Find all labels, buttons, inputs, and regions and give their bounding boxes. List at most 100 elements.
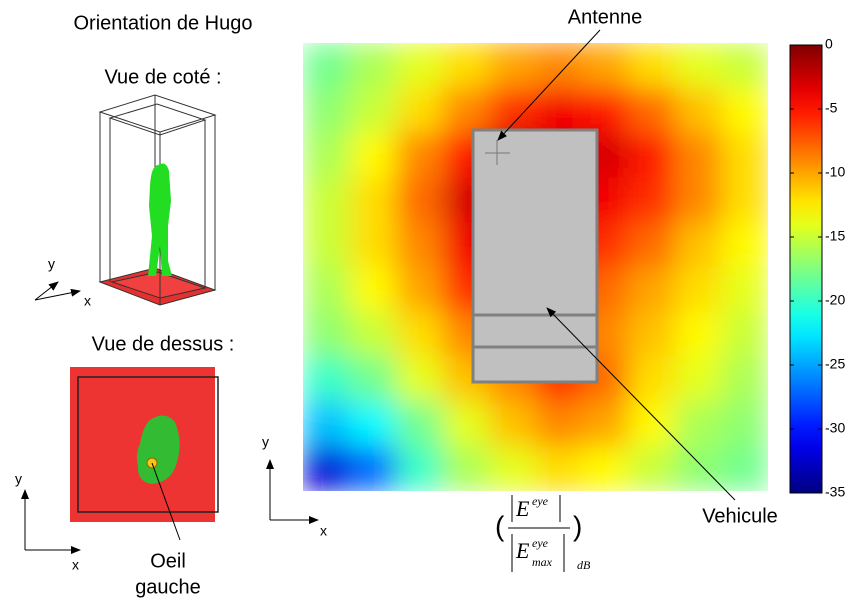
heatmap-cell xyxy=(442,401,490,447)
antenna-label: Antenne xyxy=(568,6,643,28)
heatmap-cell xyxy=(303,43,350,89)
heatmap-cell xyxy=(675,446,722,491)
heatmap-cell xyxy=(628,177,676,223)
arrow xyxy=(497,29,601,141)
heatmap-cell xyxy=(628,446,676,491)
heatmap-cell xyxy=(675,43,722,89)
heatmap-cell xyxy=(396,43,443,89)
heatmap-cell xyxy=(721,356,768,402)
heatmap-cell xyxy=(303,401,350,447)
axis-label: x xyxy=(72,557,79,573)
formula-symbol: E xyxy=(515,496,530,521)
side-view xyxy=(98,94,217,306)
heatmap-cell xyxy=(396,311,443,358)
formula-subscript: max xyxy=(532,555,553,569)
arrow xyxy=(546,307,736,501)
heatmap-cell xyxy=(675,132,722,178)
heatmap-cell xyxy=(721,267,768,313)
heatmap-cell xyxy=(303,132,350,178)
heatmap-cell xyxy=(349,267,397,313)
heatmap-cell xyxy=(489,446,536,491)
heatmap-cell xyxy=(675,87,722,134)
heatmap-cell xyxy=(396,132,443,178)
heatmap-cell xyxy=(535,87,583,134)
eye-label: Oeil xyxy=(150,550,186,572)
colorbar-tick-label: -25 xyxy=(825,356,845,372)
heatmap-cell xyxy=(396,356,443,402)
formula-unit: dB xyxy=(577,558,591,572)
heatmap-cell xyxy=(535,43,583,89)
heatmap-cell xyxy=(721,446,768,491)
heatmap-cell xyxy=(303,446,350,491)
heatmap-cell xyxy=(442,87,490,134)
axis-label: y xyxy=(15,471,22,487)
formula-symbol: E xyxy=(515,538,530,563)
heatmap-cell xyxy=(628,356,676,402)
heatmap-cell xyxy=(303,356,350,402)
heatmap-cell xyxy=(721,177,768,223)
top-view-label: Vue de dessus : xyxy=(92,333,235,355)
heatmap-cell xyxy=(303,311,350,358)
colorbar-tick-label: -35 xyxy=(825,484,845,500)
axis-label: y xyxy=(262,434,269,450)
formula-paren: ) xyxy=(573,510,582,541)
heatmap-cell xyxy=(349,177,397,223)
heatmap-cell xyxy=(349,222,397,268)
colorbar-tick-label: -10 xyxy=(825,164,845,180)
heatmap-cell xyxy=(442,446,490,491)
heatmap-cell xyxy=(349,311,397,358)
heatmap-axes xyxy=(266,459,319,524)
heatmap-cell xyxy=(675,177,722,223)
heatmap-cell xyxy=(535,446,583,491)
heatmap-cell xyxy=(396,267,443,313)
heatmap-cell xyxy=(303,87,350,134)
colorbar-ticks: 0 -5 -10 -15 -20 -25 -30 -35 xyxy=(790,36,845,500)
heatmap-cell xyxy=(721,87,768,134)
antenna-marker xyxy=(485,140,510,165)
axis-label: x xyxy=(84,293,91,309)
heatmap-cell xyxy=(721,222,768,268)
formula-paren: ( xyxy=(495,510,505,541)
heatmap-cell xyxy=(303,177,350,223)
heatmap-cell xyxy=(303,267,350,313)
colorbar-tick-label: -20 xyxy=(825,292,845,308)
eye-label: gauche xyxy=(135,576,201,598)
top-axes xyxy=(21,489,81,554)
heatmap-cell xyxy=(582,87,629,134)
heatmap-cell xyxy=(675,356,722,402)
heatmap-cell xyxy=(396,222,443,268)
heatmap-cell xyxy=(628,311,676,358)
heatmap-cell xyxy=(349,401,397,447)
heatmap-cell xyxy=(349,446,397,491)
heatmap-cell xyxy=(721,43,768,89)
heatmap-cell xyxy=(489,43,536,89)
heatmap-cell xyxy=(349,356,397,402)
formula: ( ) E eye E eye max dB xyxy=(495,494,591,572)
side-view-label: Vue de coté : xyxy=(104,66,221,88)
heatmap-cell xyxy=(396,177,443,223)
colorbar-tick-label: -5 xyxy=(825,100,838,116)
heatmap-cell xyxy=(303,222,350,268)
formula-superscript: eye xyxy=(532,536,549,550)
colorbar xyxy=(789,44,823,494)
heatmap-cell xyxy=(721,311,768,358)
heatmap-cell xyxy=(349,132,397,178)
title: Orientation de Hugo xyxy=(73,12,252,34)
axis-label: y xyxy=(48,256,55,272)
colorbar-tick-label: 0 xyxy=(825,36,833,52)
heatmap-cell xyxy=(721,401,768,447)
heatmap-cell xyxy=(396,446,443,491)
axis-label: x xyxy=(320,523,327,539)
colorbar-tick-label: -15 xyxy=(825,228,845,244)
heatmap-cell xyxy=(489,87,536,134)
heatmap-cell xyxy=(628,401,676,447)
top-view xyxy=(70,367,219,541)
heatmap-cell xyxy=(628,267,676,313)
side-axes xyxy=(34,281,81,301)
heatmap-cell xyxy=(349,43,397,89)
heatmap-cell xyxy=(675,401,722,447)
heatmap-cell xyxy=(675,222,722,268)
heatmap-cell xyxy=(628,87,676,134)
heatmap-cell xyxy=(396,401,443,447)
